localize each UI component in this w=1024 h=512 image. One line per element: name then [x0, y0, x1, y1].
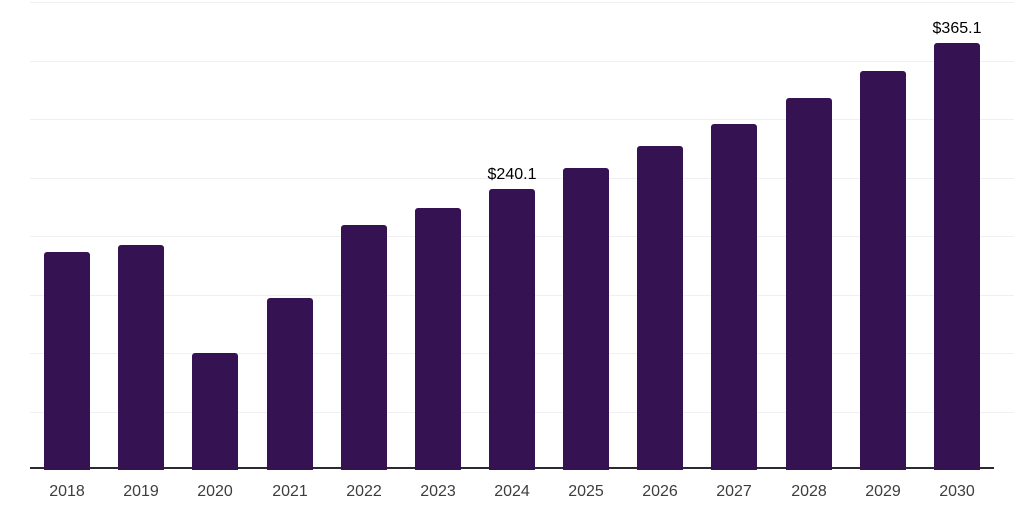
- bar-2022: [341, 225, 387, 470]
- bar-value-label-2030: $365.1: [932, 20, 982, 37]
- bar-2024: [489, 189, 535, 470]
- x-tick-label-2026: 2026: [642, 483, 678, 500]
- bar-2027: [711, 124, 757, 470]
- x-tick-label-2030: 2030: [939, 483, 975, 500]
- x-tick-label-2023: 2023: [420, 483, 456, 500]
- x-tick-label-2018: 2018: [49, 483, 85, 500]
- bar-2030: [934, 43, 980, 470]
- bar-2020: [192, 353, 238, 470]
- bar-2026: [637, 146, 683, 470]
- x-tick-label-2024: 2024: [494, 483, 530, 500]
- bar-2019: [118, 245, 164, 470]
- x-tick-label-2028: 2028: [791, 483, 827, 500]
- x-tick-label-2020: 2020: [197, 483, 233, 500]
- x-tick-label-2022: 2022: [346, 483, 382, 500]
- x-tick-label-2019: 2019: [123, 483, 159, 500]
- gridline-350: [30, 61, 1014, 62]
- gridline-300: [30, 119, 1014, 120]
- bar-2018: [44, 252, 90, 470]
- bar-2021: [267, 298, 313, 470]
- bar-2023: [415, 208, 461, 470]
- bar-2029: [860, 71, 906, 470]
- x-tick-label-2025: 2025: [568, 483, 604, 500]
- x-tick-label-2027: 2027: [716, 483, 752, 500]
- bar-2028: [786, 98, 832, 470]
- gridline-400: [30, 2, 1014, 3]
- gridline-250: [30, 178, 1014, 179]
- bar-2025: [563, 168, 609, 470]
- x-tick-label-2029: 2029: [865, 483, 901, 500]
- x-tick-label-2021: 2021: [272, 483, 308, 500]
- bar-value-label-2024: $240.1: [487, 166, 537, 183]
